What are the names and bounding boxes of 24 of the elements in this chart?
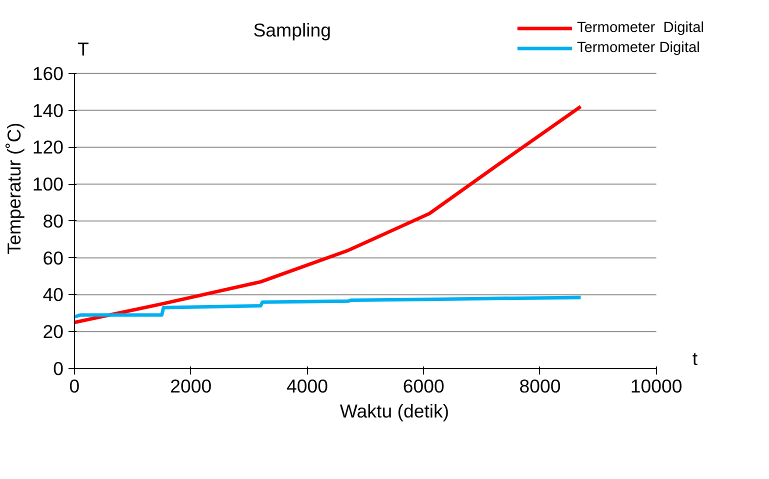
x-tick-label: 4000 xyxy=(286,376,328,396)
line-series xyxy=(74,104,582,324)
y-tick-label: 20 xyxy=(42,321,64,342)
y-tick-label: 120 xyxy=(32,136,64,158)
y-tick-label: 140 xyxy=(32,100,64,121)
y-tick-label: 160 xyxy=(32,62,64,84)
y-tick-label: 80 xyxy=(42,210,64,232)
x-tick-label: 2000 xyxy=(170,376,212,396)
chart-title: Sampling xyxy=(253,20,331,40)
x-axis-title: Waktu (detik) xyxy=(340,400,450,422)
y-axis-title: Temperatur (˚C) xyxy=(3,122,24,254)
legend-label: Termometer Digital xyxy=(576,40,700,56)
line-series xyxy=(74,296,582,319)
y-tick-label: 0 xyxy=(53,358,64,379)
y-tick-label: 100 xyxy=(32,174,64,195)
x-tick-label: 10000 xyxy=(630,376,682,396)
x-tick-label: 8000 xyxy=(519,376,561,396)
legend-label: Termometer Digital xyxy=(576,20,704,36)
text: t xyxy=(692,348,698,369)
x-tick-label: 0 xyxy=(69,376,80,396)
x-tick-label: 6000 xyxy=(402,376,444,396)
y-tick-label: 60 xyxy=(42,247,64,268)
text: T xyxy=(78,38,89,60)
y-tick-label: 40 xyxy=(42,284,64,306)
